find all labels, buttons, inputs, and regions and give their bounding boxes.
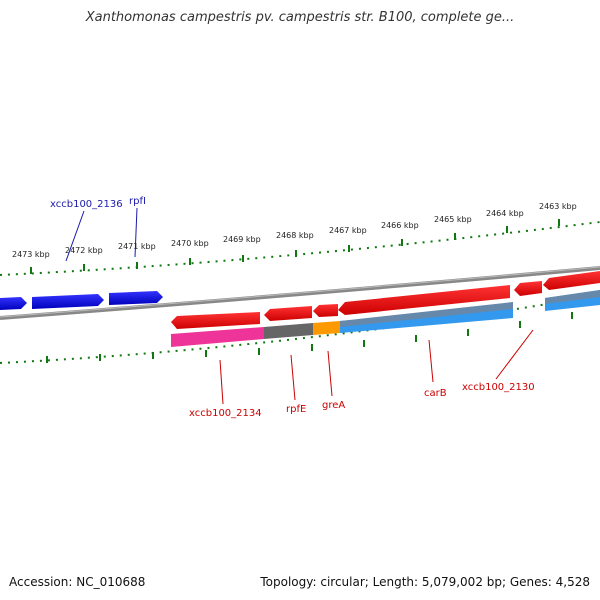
gene-label[interactable]: xccb100_2130 bbox=[462, 382, 535, 393]
gene-arrow-reverse[interactable] bbox=[338, 285, 510, 315]
cog-bar bbox=[171, 327, 264, 347]
scale-label: 2468 kbp bbox=[276, 231, 314, 240]
gene-label[interactable]: xccb100_2134 bbox=[189, 408, 262, 419]
cog-category-bars bbox=[171, 290, 600, 347]
genome-title: Xanthomonas campestris pv. campestris st… bbox=[85, 10, 515, 25]
genome-backbone bbox=[0, 266, 600, 320]
scale-label: 2466 kbp bbox=[381, 221, 419, 230]
gene-arrow-reverse[interactable] bbox=[514, 281, 542, 296]
gene-arrow-forward[interactable] bbox=[0, 297, 27, 310]
scale-label: 2472 kbp bbox=[65, 246, 103, 255]
gene-label[interactable]: rpfE bbox=[286, 404, 306, 415]
scale-label: 2467 kbp bbox=[329, 226, 367, 235]
reverse-strand-genes bbox=[171, 271, 600, 329]
scale-label: 2473 kbp bbox=[12, 250, 50, 259]
gene-arrow-forward[interactable] bbox=[32, 294, 104, 309]
gene-label[interactable]: greA bbox=[322, 400, 345, 411]
cog-bar bbox=[545, 290, 600, 304]
gene-arrow-reverse[interactable] bbox=[313, 304, 338, 317]
forward-strand-genes bbox=[0, 291, 163, 310]
cog-bar bbox=[313, 321, 340, 335]
cog-bar bbox=[340, 302, 513, 327]
gene-arrow-reverse[interactable] bbox=[171, 312, 260, 329]
gene-arrow-reverse[interactable] bbox=[264, 306, 312, 321]
scale-label: 2470 kbp bbox=[171, 239, 209, 248]
gene-arrow-forward[interactable] bbox=[109, 291, 163, 305]
scale-label: 2469 kbp bbox=[223, 235, 261, 244]
genome-summary-label: Topology: circular; Length: 5,079,002 bp… bbox=[260, 575, 590, 589]
scale-label: 2463 kbp bbox=[539, 202, 577, 211]
cog-bar bbox=[264, 323, 313, 339]
lower-leader-lines bbox=[219, 329, 534, 405]
upper-scale-dots bbox=[0, 221, 600, 276]
scale-label: 2471 kbp bbox=[118, 242, 156, 251]
lower-major-ticks bbox=[46, 312, 573, 363]
upper-major-ticks bbox=[30, 219, 560, 274]
scale-labels: 2473 kbp 2472 kbp 2471 kbp 2470 kbp 2469… bbox=[12, 202, 577, 259]
upper-leader-lines bbox=[65, 207, 138, 262]
gene-arrow-reverse[interactable] bbox=[543, 271, 600, 290]
genome-backbone-highlight bbox=[0, 266, 600, 318]
gene-label[interactable]: carB bbox=[424, 388, 447, 399]
scale-label: 2465 kbp bbox=[434, 215, 472, 224]
accession-label: Accession: NC_010688 bbox=[9, 575, 146, 589]
gene-label[interactable]: xccb100_2136 bbox=[50, 199, 123, 210]
gene-label[interactable]: rpfI bbox=[129, 196, 146, 207]
scale-label: 2464 kbp bbox=[486, 209, 524, 218]
